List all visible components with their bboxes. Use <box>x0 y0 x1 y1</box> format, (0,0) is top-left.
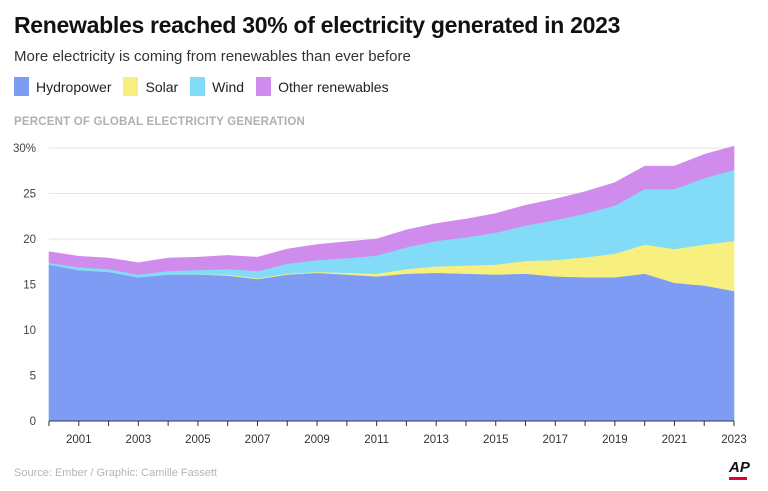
legend-swatch-wind <box>190 77 206 96</box>
x-tick-label: 2009 <box>304 434 330 446</box>
legend-swatch-hydropower <box>14 77 29 96</box>
legend-label-other-renewables: Other renewables <box>278 78 389 95</box>
legend-item-wind: Wind <box>190 77 244 96</box>
y-tick-label: 15 <box>23 280 36 292</box>
x-tick-label: 2007 <box>245 434 271 446</box>
y-tick-label: 10 <box>23 325 36 337</box>
x-tick-label: 2017 <box>543 434 569 446</box>
chart-subtitle: More electricity is coming from renewabl… <box>14 48 411 65</box>
x-tick-label: 2019 <box>602 434 628 446</box>
x-tick-label: 2001 <box>66 434 92 446</box>
chart-title: Renewables reached 30% of electricity ge… <box>14 12 621 38</box>
legend-swatch-other-renewables <box>256 77 272 96</box>
legend: Hydropower Solar Wind Other renewables <box>14 77 401 96</box>
ap-logo: AP <box>729 459 750 476</box>
ap-logo-underline <box>729 477 747 480</box>
area-series <box>48 145 735 422</box>
x-tick-label: 2013 <box>423 434 449 446</box>
area-hydropower <box>48 264 735 422</box>
y-tick-label: 20 <box>23 234 36 246</box>
x-tick-label: 2003 <box>126 434 152 446</box>
x-tick-label: 2021 <box>662 434 688 446</box>
y-tick-label: 0 <box>30 416 36 428</box>
x-tick-label: 2005 <box>185 434 211 446</box>
x-tick-label: 2011 <box>364 434 389 446</box>
y-tick-label: 25 <box>23 189 36 201</box>
legend-label-hydropower: Hydropower <box>36 78 112 95</box>
legend-swatch-solar <box>123 77 139 96</box>
axes: 0 5 10 15 20 25 30% 2001 2003 2005 2007 2009 2011 201… <box>13 143 747 446</box>
legend-item-hydropower: Hydropower <box>14 77 111 96</box>
y-tick-label: 30% <box>13 143 36 155</box>
y-axis-label: PERCENT OF GLOBAL ELECTRICITY GENERATION <box>14 116 306 128</box>
source-credit: Source: Ember / Graphic: Camille Fassett <box>14 467 217 479</box>
x-tick-label: 2015 <box>483 434 509 446</box>
y-tick-label: 5 <box>30 371 36 383</box>
x-tick-label: 2023 <box>721 434 747 446</box>
legend-item-other-renewables: Other renewables <box>256 77 389 96</box>
area-other-renewables <box>48 145 735 275</box>
legend-label-wind: Wind <box>212 78 245 95</box>
legend-item-solar: Solar <box>123 77 178 96</box>
legend-label-solar: Solar <box>145 78 179 95</box>
